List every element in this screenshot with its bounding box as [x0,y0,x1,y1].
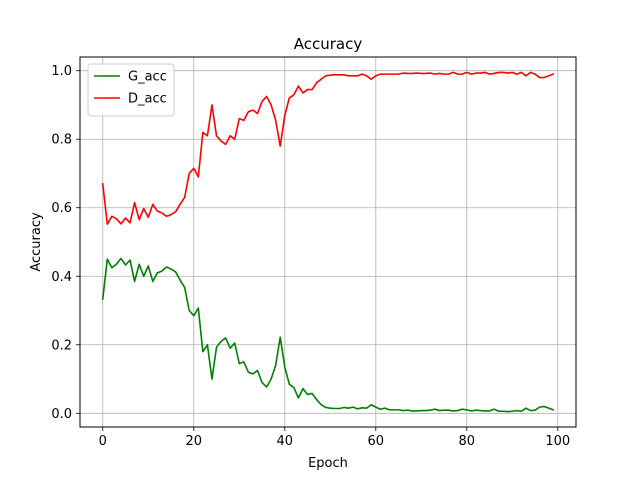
legend-box [87,63,175,117]
y-tick-label: 0.4 [51,270,72,285]
legend: G_acc D_acc [87,63,175,117]
series-lines [101,71,555,413]
y-tick-label: 0.2 [51,338,72,353]
y-tick-label: 0.0 [51,407,72,422]
y-axis-label: Accuracy [29,212,44,272]
chart-title: Accuracy [294,35,363,53]
axis-ticks: 0 20 40 60 80 100 0.0 0.2 0.4 0.6 0.8 1.0 [51,64,570,449]
x-tick-label: 20 [185,434,202,449]
y-tick-label: 1.0 [51,64,72,79]
x-tick-label: 40 [276,434,293,449]
x-tick-label: 0 [99,434,107,449]
x-axis-label: Epoch [308,456,348,471]
legend-label: G_acc [128,70,167,85]
legend-label: D_acc [128,92,167,107]
x-tick-label: 80 [459,434,476,449]
x-tick-label: 60 [368,434,385,449]
x-tick-label: 100 [545,434,570,449]
y-tick-label: 0.6 [51,201,72,216]
series-line-d-acc [101,71,555,225]
series-line-g-acc [101,257,555,413]
y-tick-label: 0.8 [51,133,72,148]
plot-frame [79,56,577,428]
